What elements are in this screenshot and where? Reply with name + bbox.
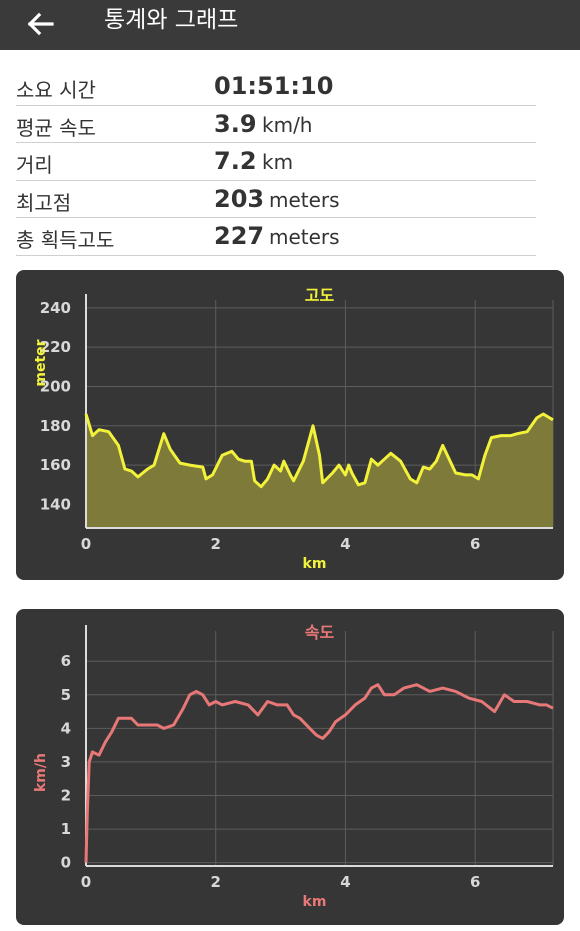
y-tick-label: 4 xyxy=(61,719,71,737)
stat-row-max-altitude: 최고점 203 meters xyxy=(16,181,536,218)
stat-row-avg-speed: 평균 속도 3.9 km/h xyxy=(16,106,536,143)
y-tick-label: 0 xyxy=(61,854,71,872)
stat-label: 거리 xyxy=(16,153,53,177)
speed-chart: 0 2 4 6 0 1 2 3 4 5 6 속도 km km/h xyxy=(33,623,554,910)
chart-title: 고도 xyxy=(305,286,335,305)
x-tick-label: 2 xyxy=(211,535,221,553)
speed-chart-card: 0 2 4 6 0 1 2 3 4 5 6 속도 km km/h xyxy=(16,609,564,925)
stat-unit: km/h xyxy=(262,112,313,137)
y-tick-label: 160 xyxy=(40,456,71,474)
stat-unit: km xyxy=(262,150,294,174)
stat-unit: meters xyxy=(269,225,340,249)
stat-label: 소요 시간 xyxy=(16,78,96,102)
x-tick-label: 4 xyxy=(340,535,350,553)
x-tick-label: 6 xyxy=(470,873,480,891)
x-tick-label: 4 xyxy=(340,873,350,891)
y-tick-label: 3 xyxy=(61,753,71,771)
stat-label: 평균 속도 xyxy=(16,115,96,140)
page-title: 통계와 그래프 xyxy=(104,7,239,33)
app-bar: 통계와 그래프 xyxy=(0,0,580,50)
speed-line xyxy=(84,683,554,863)
stat-value: 203 xyxy=(214,184,265,213)
y-tick-label: 140 xyxy=(40,495,71,513)
y-tick-label: 240 xyxy=(40,299,71,317)
stat-row-duration: 소요 시간 01:51:10 xyxy=(16,68,536,106)
y-tick-label: 6 xyxy=(61,652,71,670)
y-tick-label: 200 xyxy=(40,377,71,395)
y-tick-label: 2 xyxy=(61,787,71,805)
x-tick-label: 2 xyxy=(211,873,221,891)
y-tick-label: 220 xyxy=(40,338,71,356)
y-tick-label: 180 xyxy=(40,417,71,435)
stat-label: 최고점 xyxy=(16,190,72,215)
stat-value: 7.2 xyxy=(214,147,257,175)
arrow-left-icon[interactable] xyxy=(22,6,58,42)
stat-value: 3.9 xyxy=(214,109,257,138)
stat-value: 227 xyxy=(214,222,265,250)
altitude-area-fill xyxy=(86,414,553,528)
stat-label: 총 획득고도 xyxy=(16,228,115,252)
y-tick-label: 5 xyxy=(61,686,71,704)
y-axis-label: meter xyxy=(33,339,49,386)
y-tick-label: 1 xyxy=(61,820,71,838)
x-axis-label: km xyxy=(303,894,327,910)
y-axis-label: km/h xyxy=(33,753,49,792)
x-axis-label: km xyxy=(303,556,327,572)
stat-row-distance: 거리 7.2 km xyxy=(16,143,536,181)
x-tick-label: 0 xyxy=(81,535,91,553)
stats-list: 소요 시간 01:51:10 평균 속도 3.9 km/h 거리 7.2 km … xyxy=(16,68,536,256)
stat-unit: meters xyxy=(269,187,340,212)
chart-title: 속도 xyxy=(305,623,335,642)
x-tick-label: 6 xyxy=(470,535,480,553)
altitude-line xyxy=(84,412,554,489)
altitude-chart: 0 2 4 6 140 160 180 200 220 240 고도 km meter xyxy=(33,286,554,572)
stat-value: 01:51:10 xyxy=(214,72,334,100)
altitude-chart-card: 0 2 4 6 140 160 180 200 220 240 고도 km meter xyxy=(16,270,564,580)
stat-row-elevation-gain: 총 획득고도 227 meters xyxy=(16,218,536,256)
x-tick-label: 0 xyxy=(81,873,91,891)
